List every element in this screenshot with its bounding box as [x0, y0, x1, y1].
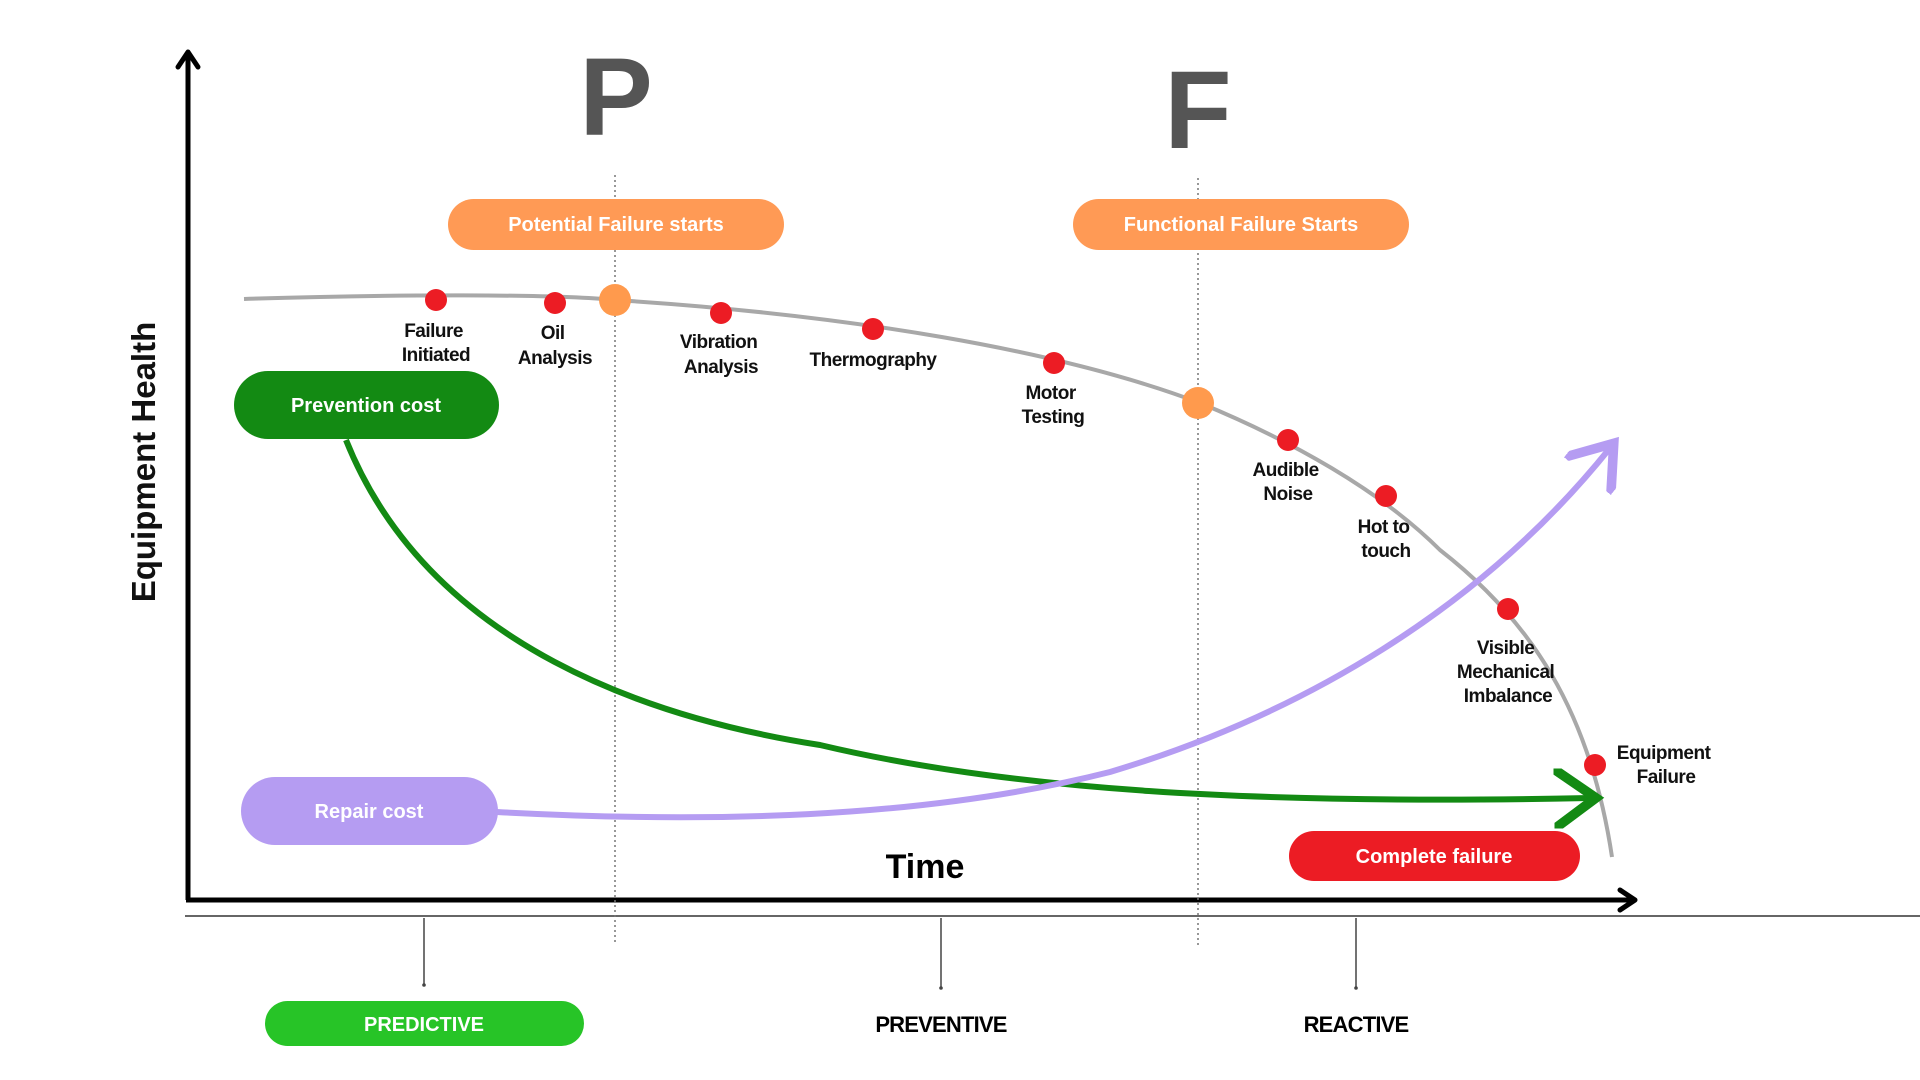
oil-analysis-dot — [544, 292, 566, 314]
thermography-label: Thermography — [809, 350, 937, 371]
potential-failure-text: Potential Failure starts — [508, 214, 724, 236]
predictive-zone-pill: PREDICTIVE — [265, 1001, 584, 1046]
audible-noise-label: Audible Noise — [1253, 460, 1324, 505]
audible-noise-dot — [1277, 429, 1299, 451]
p-marker-letter: P — [579, 36, 652, 159]
visible-imbalance-dot — [1497, 598, 1519, 620]
complete-failure-pill: Complete failure — [1289, 831, 1580, 881]
f-marker-letter: F — [1164, 49, 1231, 172]
repair-cost-pill: Repair cost — [241, 777, 498, 845]
hot-to-touch-label: Hot to touch — [1358, 517, 1415, 562]
axes — [175, 49, 1920, 917]
functional-failure-banner: Functional Failure Starts — [1073, 199, 1409, 250]
motor-testing-label: Motor Testing — [1022, 383, 1085, 428]
prevention-cost-pill: Prevention cost — [234, 371, 499, 439]
functional-failure-text: Functional Failure Starts — [1124, 214, 1358, 236]
potential-failure-banner: Potential Failure starts — [448, 199, 784, 250]
predictive-tick-end — [422, 983, 426, 987]
health-curve — [243, 293, 1614, 858]
oil-analysis-label: Oil Analysis — [518, 323, 592, 369]
x-axis-arrowhead — [1617, 887, 1638, 913]
failure-initiated-label: Failure Initiated — [402, 321, 470, 366]
preventive-tick-end — [939, 986, 943, 990]
failure-initiated-dot — [425, 289, 447, 311]
complete-failure-text: Complete failure — [1356, 846, 1513, 868]
motor-testing-dot — [1043, 352, 1065, 374]
f-point-dot — [1182, 387, 1214, 419]
hot-to-touch-dot — [1375, 485, 1397, 507]
p-point-dot — [599, 284, 631, 316]
repair-cost-curve — [496, 448, 1610, 821]
vibration-analysis-label: Vibration Analysis — [680, 332, 762, 378]
preventive-zone-label: PREVENTIVE — [875, 1012, 1006, 1037]
visible-imbalance-label: Visible Mechanical Imbalance — [1457, 638, 1559, 707]
predictive-zone-text: PREDICTIVE — [364, 1014, 484, 1036]
equipment-failure-label: Equipment Failure — [1617, 743, 1715, 788]
reactive-zone-label: REACTIVE — [1304, 1012, 1409, 1037]
y-axis-label: Equipment Health — [125, 322, 162, 603]
prevention-cost-curve — [343, 438, 1590, 800]
equipment-failure-dot — [1584, 754, 1606, 776]
thermography-dot — [862, 318, 884, 340]
repair-cost-text: Repair cost — [315, 801, 424, 823]
vibration-analysis-dot — [710, 302, 732, 324]
reactive-tick-end — [1354, 986, 1358, 990]
x-axis-label: Time — [886, 848, 965, 886]
y-axis-arrowhead — [175, 49, 201, 70]
prevention-cost-text: Prevention cost — [291, 395, 441, 417]
